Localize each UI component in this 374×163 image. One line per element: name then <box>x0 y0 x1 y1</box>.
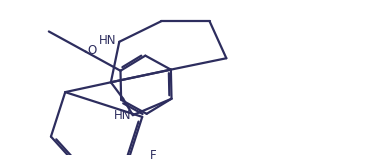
Text: F: F <box>150 149 156 162</box>
Text: HN: HN <box>99 34 116 47</box>
Text: HN: HN <box>113 109 131 122</box>
Text: O: O <box>88 44 97 57</box>
